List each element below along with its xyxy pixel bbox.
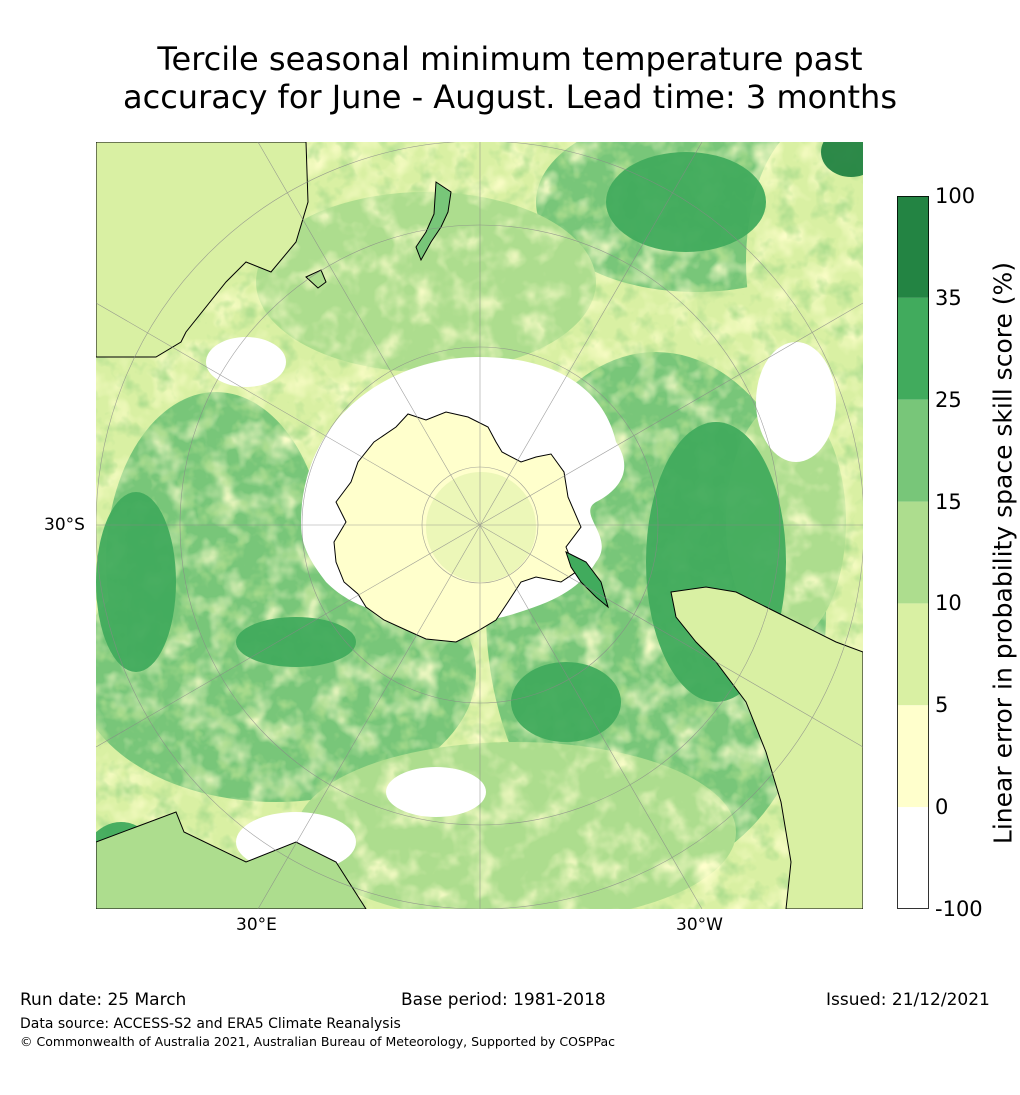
colorbar-tick-label: 10 [935, 591, 962, 616]
colorbar-tick-label: 15 [935, 489, 962, 514]
base-period: Base period: 1981-2018 [401, 990, 606, 1010]
colorbar-tick-label: 0 [935, 795, 949, 820]
new-zealand [415, 181, 452, 262]
colorbar-tick-label: -100 [935, 897, 983, 921]
skill-score-map [96, 142, 863, 909]
colorbar [897, 196, 929, 909]
colorbar-bin [897, 196, 929, 298]
colorbar-bin [897, 399, 929, 502]
south-america [670, 586, 863, 909]
africa [96, 811, 367, 909]
colorbar-frame [897, 196, 929, 909]
colorbar-tick-label: 100 [935, 184, 976, 208]
skill-field-high [96, 142, 863, 909]
lat-label-30s: 30°S [44, 515, 85, 535]
lon-label-30e: 30°E [236, 915, 277, 935]
colorbar-bin [897, 603, 929, 706]
colorbar-bin [897, 807, 929, 909]
colorbar-tick-label: 35 [935, 285, 962, 310]
colorbar-bin [897, 297, 929, 400]
title-line-1: Tercile seasonal minimum temperature pas… [157, 40, 863, 78]
tasmania [305, 269, 327, 289]
colorbar-tick-label: 25 [935, 387, 962, 412]
colorbar-label: Linear error in probability space skill … [988, 261, 1018, 845]
data-source: Data source: ACCESS-S2 and ERA5 Climate … [20, 1016, 401, 1032]
copyright: © Commonwealth of Australia 2021, Austra… [20, 1034, 615, 1049]
chart-title: Tercile seasonal minimum temperature pas… [0, 40, 1020, 116]
colorbar-bin [897, 501, 929, 604]
lon-label-30w: 30°W [676, 915, 723, 935]
colorbar-tick-label: 5 [935, 693, 949, 718]
title-line-2: accuracy for June - August. Lead time: 3… [123, 78, 897, 116]
graticule [96, 142, 863, 909]
issued-date: Issued: 21/12/2021 [826, 990, 990, 1010]
run-date: Run date: 25 March [20, 990, 187, 1010]
colorbar-bin [897, 705, 929, 808]
australia [96, 142, 309, 358]
